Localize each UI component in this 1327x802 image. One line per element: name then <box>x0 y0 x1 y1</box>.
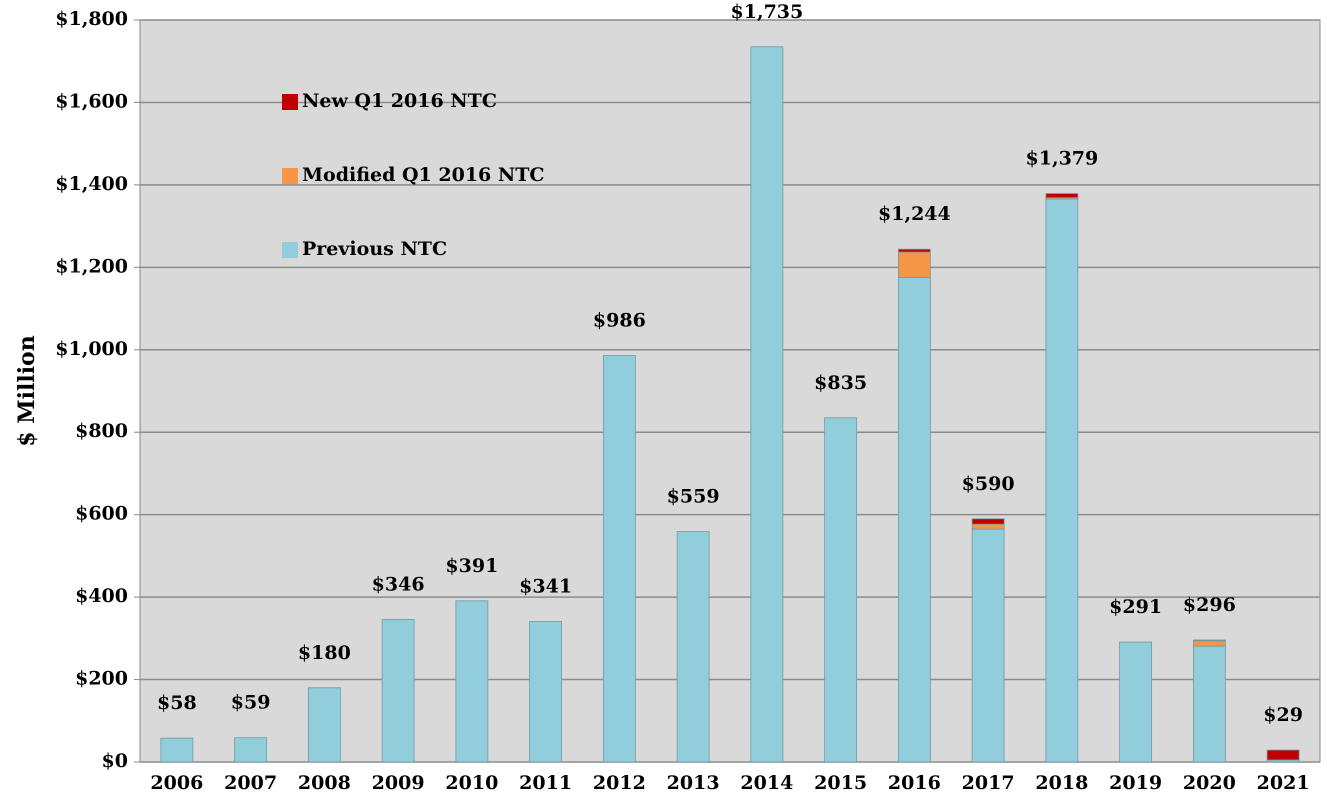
data-label: $1,244 <box>878 203 951 225</box>
bar-segment <box>1192 640 1226 647</box>
bar-segment <box>455 600 489 763</box>
data-label: $1,379 <box>1026 148 1099 170</box>
bar-segment <box>160 737 194 763</box>
bar-segment <box>971 523 1005 530</box>
legend-swatch <box>282 168 298 184</box>
data-label: $1,735 <box>731 1 804 23</box>
data-label: $296 <box>1183 594 1236 616</box>
y-tick-label: $200 <box>75 668 128 690</box>
x-tick-label: 2009 <box>372 772 425 794</box>
x-tick-label: 2014 <box>740 772 793 794</box>
data-label: $291 <box>1109 596 1162 618</box>
bar-segment <box>897 251 931 279</box>
data-label: $391 <box>445 555 498 577</box>
plot-area <box>139 19 1321 763</box>
bar-segment <box>1045 198 1079 763</box>
y-tick-label: $600 <box>75 503 128 525</box>
x-tick-label: 2013 <box>667 772 720 794</box>
legend-label: New Q1 2016 NTC <box>302 90 497 112</box>
bar-segment <box>897 277 931 763</box>
y-tick-label: $400 <box>75 585 128 607</box>
x-tick-label: 2016 <box>888 772 941 794</box>
bar-segment <box>1045 193 1079 199</box>
bar-segment <box>1119 641 1153 763</box>
x-tick-label: 2019 <box>1109 772 1162 794</box>
x-tick-label: 2011 <box>519 772 572 794</box>
y-tick-label: $1,400 <box>55 173 128 195</box>
data-label: $346 <box>372 573 425 595</box>
bar-segment <box>1192 639 1226 642</box>
bar-segment <box>750 46 784 763</box>
bar-segment <box>971 518 1005 525</box>
y-tick-label: $800 <box>75 420 128 442</box>
data-label: $986 <box>593 310 646 332</box>
y-tick-label: $1,800 <box>55 8 128 30</box>
legend-swatch <box>282 94 298 110</box>
data-label: $590 <box>962 473 1015 495</box>
y-tick-label: $1,000 <box>55 338 128 360</box>
bar-segment <box>1266 749 1300 761</box>
data-label: $29 <box>1263 704 1303 726</box>
data-label: $559 <box>667 486 720 508</box>
bar-segment <box>529 621 563 763</box>
x-tick-label: 2012 <box>593 772 646 794</box>
bar-segment <box>824 417 858 763</box>
bar-segment <box>971 528 1005 763</box>
bar-segment <box>307 687 341 763</box>
x-tick-label: 2017 <box>962 772 1015 794</box>
x-tick-label: 2018 <box>1035 772 1088 794</box>
y-axis-title: $ Million <box>14 335 40 446</box>
x-tick-label: 2010 <box>445 772 498 794</box>
bar-segment <box>234 737 268 763</box>
bar-segment <box>381 618 415 763</box>
x-tick-label: 2015 <box>814 772 867 794</box>
x-tick-label: 2021 <box>1257 772 1310 794</box>
y-tick-label: $1,600 <box>55 90 128 112</box>
data-label: $180 <box>298 642 351 664</box>
legend-swatch <box>282 242 298 258</box>
legend-label: Modified Q1 2016 NTC <box>302 164 545 186</box>
x-tick-label: 2020 <box>1183 772 1236 794</box>
legend-label: Previous NTC <box>302 238 447 260</box>
y-tick-label: $1,200 <box>55 255 128 277</box>
data-label: $58 <box>157 692 197 714</box>
y-tick-label: $0 <box>102 750 128 772</box>
bar-segment <box>897 248 931 253</box>
x-tick-label: 2006 <box>150 772 203 794</box>
data-label: $835 <box>814 372 867 394</box>
bar-segment <box>1192 645 1226 763</box>
data-label: $341 <box>519 575 572 597</box>
bar-segment <box>602 355 636 763</box>
bar-segment <box>676 531 710 763</box>
x-tick-label: 2008 <box>298 772 351 794</box>
data-label: $59 <box>231 692 271 714</box>
x-tick-label: 2007 <box>224 772 277 794</box>
